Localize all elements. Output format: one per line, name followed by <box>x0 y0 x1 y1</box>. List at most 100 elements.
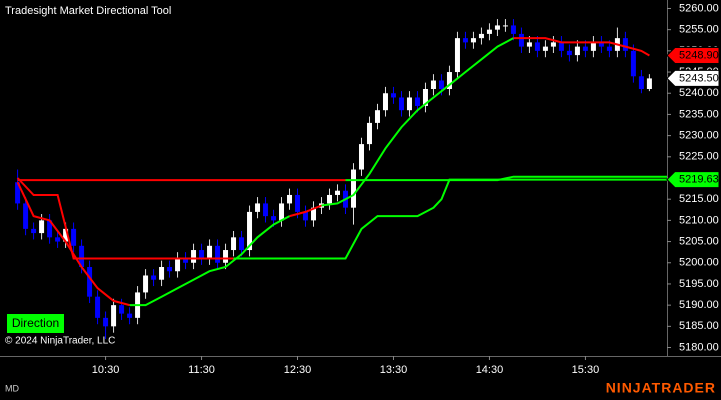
candle-body <box>159 267 165 280</box>
candle-body <box>191 250 197 263</box>
indicator-line <box>345 175 667 182</box>
direction-button-label[interactable]: Direction <box>12 316 59 330</box>
candle-body <box>630 50 636 77</box>
indicator-line <box>233 178 667 260</box>
y-tick-label: 5190.00 <box>679 299 719 311</box>
candle-body <box>151 275 157 280</box>
x-tick-label: 11:30 <box>188 364 215 376</box>
candle-body <box>454 38 460 73</box>
candle-body <box>638 76 644 89</box>
price-marker-label: 5243.50 <box>679 72 719 84</box>
indicator-line <box>129 37 514 307</box>
candle-body <box>103 317 109 327</box>
candle-body <box>526 42 532 47</box>
candle-body <box>470 38 476 43</box>
y-tick-label: 5235.00 <box>679 108 719 120</box>
logo: NINJATRADER <box>606 380 716 396</box>
candle-body <box>358 144 364 170</box>
candle-body <box>542 46 548 51</box>
candle-body <box>382 93 388 111</box>
candle-body <box>502 25 508 27</box>
candle-body <box>295 194 301 212</box>
candle-body <box>446 72 452 89</box>
candle-body <box>279 203 285 221</box>
x-tick-label: 12:30 <box>284 364 312 376</box>
candle-body <box>215 245 221 263</box>
candle-body <box>646 78 652 89</box>
indicator-line <box>16 177 234 260</box>
candle-body <box>263 203 269 217</box>
copyright: © 2024 NinjaTrader, LLC <box>5 336 115 347</box>
candle-body <box>287 194 293 204</box>
candle-body <box>606 46 612 51</box>
chart-title: Tradesight Market Directional Tool <box>5 5 171 17</box>
price-marker <box>666 47 720 65</box>
candle-body <box>422 89 428 106</box>
plot-area <box>15 19 667 340</box>
price-marker <box>666 171 720 189</box>
candle-body <box>63 228 69 242</box>
candle-body <box>199 250 205 259</box>
candle-body <box>95 296 101 318</box>
candle-body <box>15 182 21 204</box>
y-tick-label: 5195.00 <box>679 278 719 290</box>
candle-body <box>247 211 253 251</box>
candle-body <box>534 42 540 51</box>
candle-body <box>71 228 77 246</box>
candle-body <box>414 97 420 106</box>
y-tick-label: 5260.00 <box>679 2 719 14</box>
candle-body <box>167 267 173 272</box>
candle-body <box>550 42 556 47</box>
candle-body <box>494 25 500 30</box>
candle-body <box>255 203 261 212</box>
candle-body <box>366 122 372 145</box>
candle-body <box>111 305 117 327</box>
candle-body <box>143 275 149 293</box>
x-tick-label: 14:30 <box>476 364 504 376</box>
y-tick-label: 5255.00 <box>679 24 719 36</box>
candle-body <box>223 250 229 263</box>
candle-body <box>518 33 524 47</box>
candle-body <box>438 80 444 89</box>
indicator-line <box>16 37 650 307</box>
price-marker-label: 5219.63 <box>679 173 719 185</box>
candle-body <box>582 46 588 51</box>
y-tick-label: 5225.00 <box>679 151 719 163</box>
mode-label: MD <box>5 383 19 393</box>
candle-body <box>239 237 245 251</box>
candle-body <box>406 97 412 111</box>
y-tick-label: 5215.00 <box>679 193 719 205</box>
y-tick-label: 5180.00 <box>679 341 719 353</box>
candle-body <box>486 29 492 34</box>
candle-body <box>510 25 516 34</box>
candle-body <box>350 169 356 208</box>
y-tick-label: 5205.00 <box>679 235 719 247</box>
candle-body <box>39 220 45 234</box>
candle-body <box>622 38 628 51</box>
candle-body <box>590 42 596 51</box>
candle-body <box>47 220 53 238</box>
candle-body <box>462 38 468 43</box>
candle-body <box>311 207 317 221</box>
candle-body <box>175 258 181 272</box>
direction-button[interactable] <box>7 314 64 333</box>
y-tick-label: 5200.00 <box>679 257 719 269</box>
candle-body <box>79 245 85 267</box>
y-tick-label: 5230.00 <box>679 130 719 142</box>
candle-body <box>271 216 277 221</box>
candle-body <box>566 50 572 56</box>
candle-body <box>23 203 29 229</box>
candle-body <box>334 190 340 195</box>
candle-body <box>398 97 404 111</box>
candle-body <box>231 237 237 251</box>
y-tick-label: 5240.00 <box>679 87 719 99</box>
y-tick-label: 5210.00 <box>679 214 719 226</box>
candle-body <box>598 42 604 47</box>
candle-body <box>390 93 396 98</box>
candle-body <box>303 211 309 221</box>
candle-body <box>478 33 484 39</box>
x-tick-label: 15:30 <box>572 364 600 376</box>
y-tick-label: 5185.00 <box>679 320 719 332</box>
